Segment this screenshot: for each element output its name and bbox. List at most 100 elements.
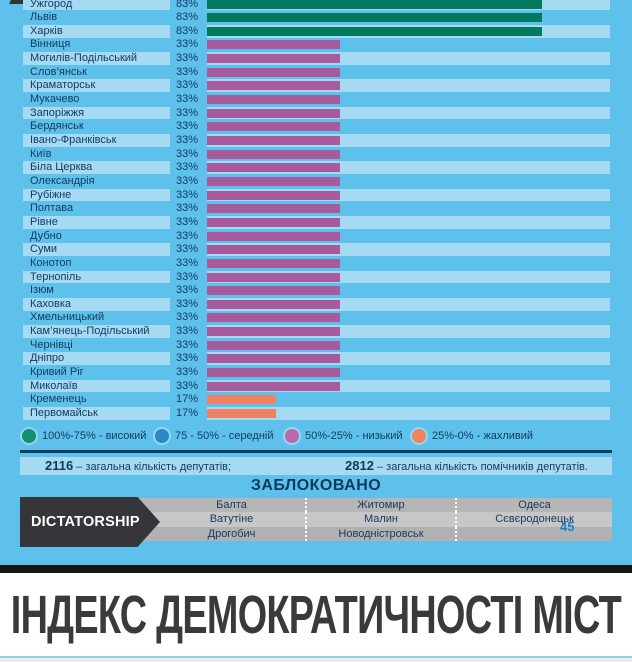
city-name-label: Київ — [30, 147, 52, 160]
chart-row: Кременець 17% — [0, 393, 632, 407]
chart-row: Могилів-Подільський 33% — [0, 52, 632, 66]
chart-row: Київ 33% — [0, 147, 632, 161]
city-name-label: Первомайськ — [23, 407, 170, 420]
city-name-label: Конотоп — [30, 256, 72, 269]
blocked-banner-row: Ватутіне Малин Сєвєродонецьк — [60, 512, 612, 527]
blocked-city: Новодністровськ — [305, 526, 455, 541]
legend-item: 25%-0% - жахливий — [412, 428, 533, 444]
value-bar — [207, 272, 340, 282]
legend-label: 25%-0% - жахливий — [432, 430, 534, 442]
value-bar — [207, 286, 340, 296]
chart-row: Ізюм 33% — [0, 284, 632, 298]
value-bar — [207, 395, 276, 405]
value-bar — [207, 176, 340, 186]
legend-color-dot — [155, 429, 169, 443]
value-bar — [207, 149, 340, 159]
chart-row: Івано-Франківськ 33% — [0, 134, 632, 148]
chart-row: Каховка 33% — [0, 297, 632, 311]
value-label: 33% — [176, 379, 199, 392]
city-name-label: Суми — [23, 243, 170, 256]
city-name-label: Ізюм — [30, 284, 54, 297]
stat-number: 2116 — [45, 458, 74, 473]
chart-row: Рівне 33% — [0, 215, 632, 229]
city-name-label: Полтава — [30, 202, 74, 215]
chart-row: Слов’янськ 33% — [0, 65, 632, 79]
bar-track — [207, 188, 610, 202]
stat-text: – загальна кількість депутатів; — [73, 461, 232, 473]
city-name-label: Бердянськ — [30, 120, 84, 133]
bar-track — [207, 352, 610, 366]
value-label: 33% — [176, 79, 199, 92]
chart-row: Суми 33% — [0, 243, 632, 257]
value-label: 33% — [176, 338, 199, 351]
value-bar — [207, 81, 340, 91]
blocked-section-title: ЗАБЛОКОВАНО — [250, 477, 382, 494]
chart-row: Ужгород 83% — [0, 0, 632, 11]
blocked-cities-banner: Балта Житомир Одеса Ватутіне Малин Сєвєродоне… — [60, 498, 612, 541]
value-label: 33% — [176, 243, 199, 256]
value-bar — [207, 245, 340, 255]
stat-item: 2812 – загальна кількість помічників деп… — [345, 457, 588, 475]
city-name-label: Львів — [30, 11, 58, 24]
bar-track — [207, 148, 610, 161]
bar-track — [207, 0, 610, 11]
value-bar — [207, 231, 340, 241]
legend-label: 50%-25% - низький — [305, 430, 403, 442]
chart-row: Краматорськ 33% — [0, 79, 632, 93]
value-label: 17% — [176, 393, 199, 406]
value-bar — [207, 54, 340, 64]
value-label: 33% — [176, 215, 199, 228]
legend-color-dot — [285, 429, 299, 443]
bar-track — [207, 120, 610, 133]
value-bar — [207, 136, 340, 145]
city-name-label: Миколаїв — [23, 379, 170, 393]
value-bar — [207, 340, 340, 350]
legend-label: 75 - 50% - середній — [175, 430, 274, 442]
bar-track — [207, 366, 610, 379]
value-label: 33% — [176, 352, 199, 365]
city-name-label: Тернопіль — [23, 270, 170, 284]
value-label: 33% — [176, 325, 199, 338]
bar-track — [207, 106, 610, 120]
page-number: 45 — [560, 519, 575, 534]
chart-row: Біла Церква 33% — [0, 161, 632, 175]
city-name-label: Запоріжжя — [23, 106, 170, 120]
value-label: 33% — [176, 284, 199, 297]
blocked-banner-row: Дрогобич Новодністровськ — [60, 526, 612, 541]
blocked-city: Одеса — [455, 498, 612, 513]
value-bar — [207, 122, 340, 132]
value-bar — [207, 409, 276, 418]
stats-band: 2116 – загальна кількість депутатів; 2812… — [20, 457, 612, 475]
city-name-label: Чернівці — [30, 338, 73, 351]
value-label: 33% — [176, 202, 199, 215]
value-bar — [207, 327, 340, 337]
value-bar — [207, 95, 340, 105]
legend-item: 100%-75% - високий — [22, 428, 146, 444]
chart-row: Львів 83% — [0, 11, 632, 25]
chart-row: Бердянськ 33% — [0, 120, 632, 134]
city-name-label: Хмельницький — [30, 311, 105, 324]
chart-row: Тернопіль 33% — [0, 270, 632, 284]
chart-row: Вінниця 33% — [0, 38, 632, 52]
value-label: 33% — [176, 297, 199, 310]
chart-row: Хмельницький 33% — [0, 311, 632, 325]
chart-row: Олександрія 33% — [0, 174, 632, 188]
chart-row: Миколаїв 33% — [0, 379, 632, 393]
blocked-city: Житомир — [305, 498, 455, 513]
stat-text: – загальна кількість помічників депутаті… — [373, 461, 588, 473]
bar-track — [207, 311, 610, 324]
bar-track — [207, 297, 610, 311]
bar-track — [207, 257, 610, 270]
value-bar — [207, 381, 340, 391]
chart-row: Дніпро 33% — [0, 352, 632, 366]
page-title: ІНДЕКС ДЕМОКРАТИЧНОСТІ МІСТ — [10, 584, 622, 645]
chart-row: Полтава 33% — [0, 202, 632, 216]
bar-track — [207, 284, 610, 297]
blocked-city: Малин — [305, 512, 455, 527]
bar-track — [207, 407, 610, 420]
legend-color-dot — [22, 429, 36, 443]
bar-track — [207, 202, 610, 215]
value-label: 33% — [176, 134, 199, 146]
value-label: 33% — [176, 174, 199, 187]
